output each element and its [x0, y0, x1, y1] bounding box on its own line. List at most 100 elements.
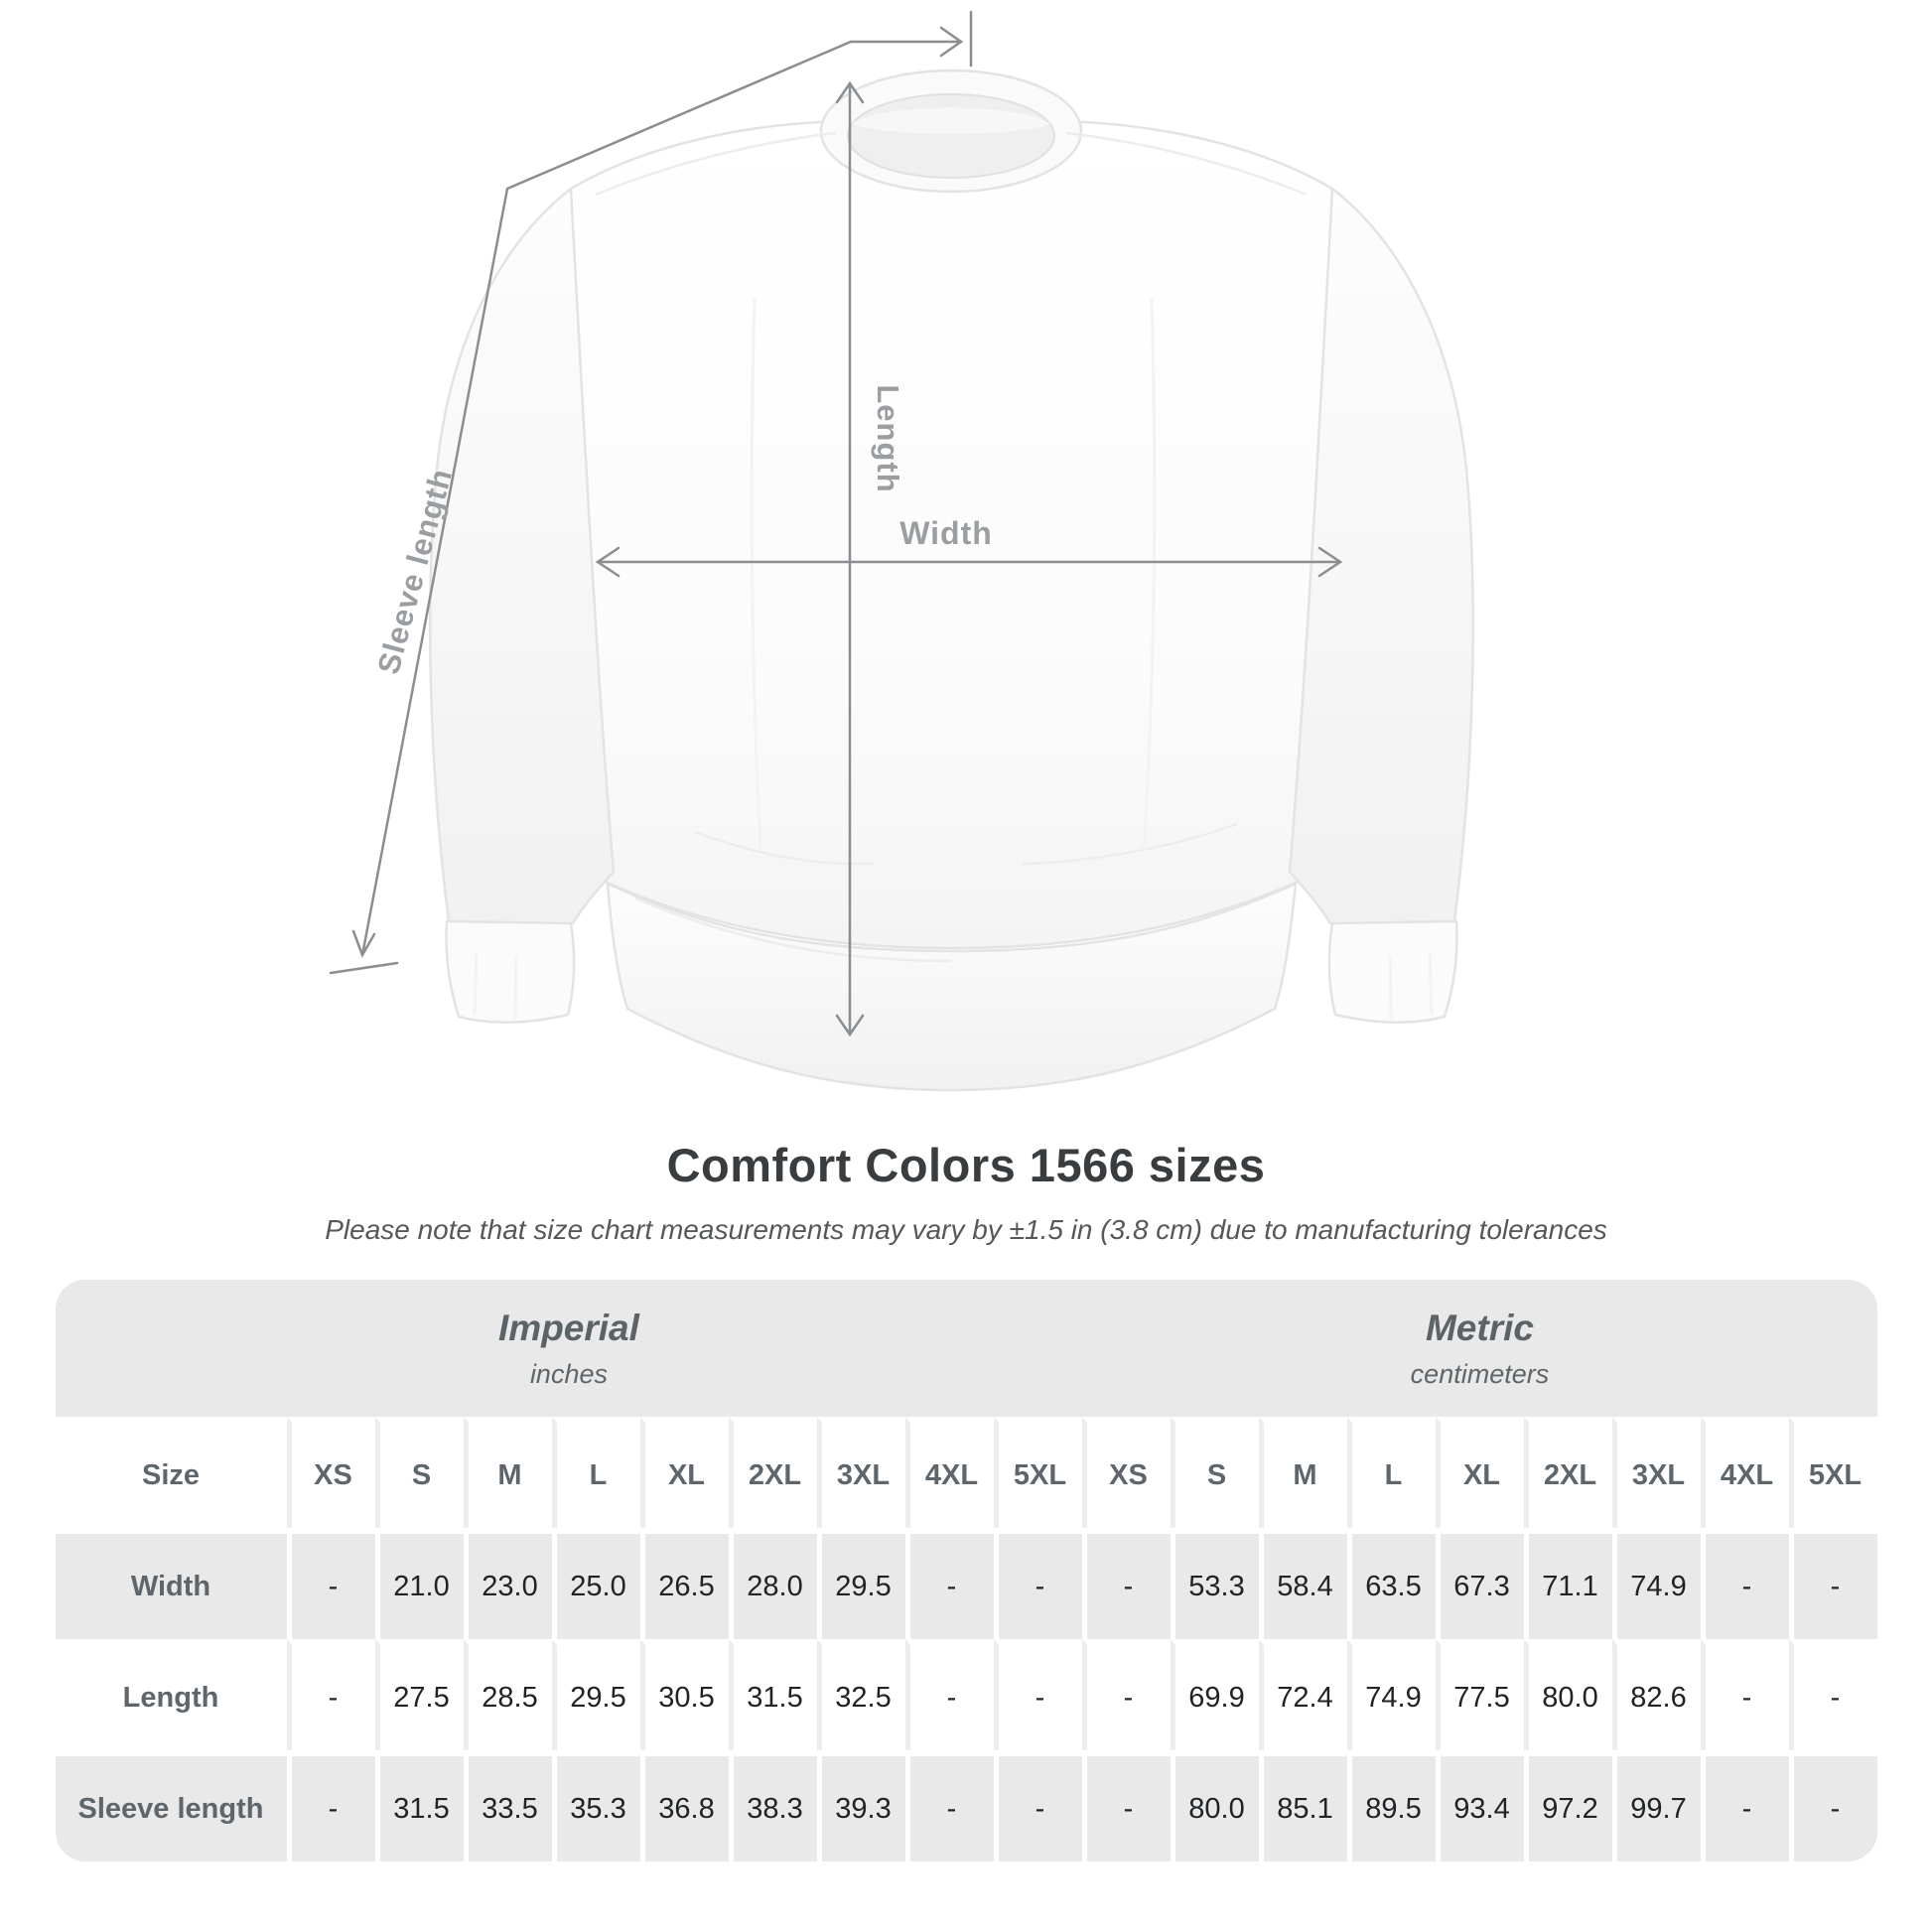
unit-header-metric: Metric centimeters [1082, 1308, 1876, 1390]
value-cell: - [1788, 1750, 1877, 1862]
value-cell: 39.3 [816, 1750, 905, 1862]
row-label: Sleeve length [55, 1750, 287, 1862]
value-cell: - [993, 1750, 1082, 1862]
size-header-cell: M [1258, 1417, 1347, 1528]
unit-header-imperial: Imperial inches [56, 1308, 1083, 1390]
value-cell: 31.5 [374, 1750, 464, 1862]
value-cell: 29.5 [551, 1639, 640, 1750]
value-cell: - [1081, 1528, 1171, 1639]
value-cell: 21.0 [374, 1528, 464, 1639]
value-cell: 53.3 [1170, 1528, 1259, 1639]
value-cell: - [1081, 1639, 1171, 1750]
value-cell: 27.5 [374, 1639, 464, 1750]
value-cell: 77.5 [1435, 1639, 1524, 1750]
size-header-cell: M [463, 1417, 552, 1528]
value-cell: - [286, 1750, 375, 1862]
value-cell: 74.9 [1611, 1528, 1701, 1639]
size-header-cell: 2XL [1523, 1417, 1612, 1528]
unit-header-band: Imperial inches Metric centimeters [55, 1280, 1877, 1417]
value-cell: 26.5 [639, 1528, 729, 1639]
size-header-cell: 4XL [1700, 1417, 1789, 1528]
value-cell: 93.4 [1435, 1750, 1524, 1862]
product-measurement-diagram: Length Width Sleeve length [329, 10, 1474, 1092]
metric-unit-label: centimeters [1410, 1358, 1550, 1389]
value-cell: 82.6 [1611, 1639, 1701, 1750]
value-cell: 89.5 [1346, 1750, 1436, 1862]
size-header-cell: L [1346, 1417, 1436, 1528]
right-cuff [1327, 919, 1458, 1025]
table-row-width: Width - 21.0 23.0 25.0 26.5 28.0 29.5 - … [55, 1528, 1877, 1639]
page-title: Comfort Colors 1566 sizes [666, 1139, 1266, 1191]
metric-label: Metric [1425, 1307, 1534, 1348]
value-cell: - [993, 1528, 1082, 1639]
value-cell: 36.8 [639, 1750, 729, 1862]
value-cell: 32.5 [816, 1639, 905, 1750]
title-block: Comfort Colors 1566 sizes Please note th… [0, 1138, 1932, 1246]
value-cell: 97.2 [1523, 1750, 1612, 1862]
value-cell: - [1700, 1639, 1789, 1750]
value-cell: - [286, 1528, 375, 1639]
value-cell: - [904, 1750, 994, 1862]
width-dimension-line [595, 546, 1343, 578]
value-cell: 30.5 [639, 1639, 729, 1750]
collar-opening [847, 93, 1055, 179]
value-cell: 99.7 [1611, 1750, 1701, 1862]
value-cell: 58.4 [1258, 1528, 1347, 1639]
size-header-cell: 5XL [1788, 1417, 1877, 1528]
value-cell: 31.5 [728, 1639, 817, 1750]
width-label: Width [899, 515, 993, 551]
size-col-header: Size [55, 1417, 287, 1528]
value-cell: 23.0 [463, 1528, 552, 1639]
size-header-cell: 2XL [728, 1417, 817, 1528]
value-cell: 80.0 [1170, 1750, 1259, 1862]
value-cell: 74.9 [1346, 1639, 1436, 1750]
sweatshirt-illustration: Length Width Sleeve length [329, 10, 1474, 1092]
value-cell: 72.4 [1258, 1639, 1347, 1750]
size-header-cell: 3XL [816, 1417, 905, 1528]
value-cell: - [993, 1639, 1082, 1750]
value-cell: - [1700, 1750, 1789, 1862]
value-cell: 85.1 [1258, 1750, 1347, 1862]
value-cell: 67.3 [1435, 1528, 1524, 1639]
value-cell: 28.5 [463, 1639, 552, 1750]
value-cell: 25.0 [551, 1528, 640, 1639]
value-cell: - [1081, 1750, 1171, 1862]
length-dimension-line [835, 80, 865, 1037]
size-table: Size XS S M L XL 2XL 3XL 4XL 5XL XS S M … [55, 1417, 1877, 1862]
table-row-sleeve-length: Sleeve length - 31.5 33.5 35.3 36.8 38.3… [55, 1750, 1877, 1862]
page-subtitle: Please note that size chart measurements… [325, 1214, 1607, 1245]
value-cell: 71.1 [1523, 1528, 1612, 1639]
value-cell: 69.9 [1170, 1639, 1259, 1750]
value-cell: - [904, 1528, 994, 1639]
size-header-cell: L [551, 1417, 640, 1528]
value-cell: 35.3 [551, 1750, 640, 1862]
size-header-cell: S [1170, 1417, 1259, 1528]
size-header-cell: XL [639, 1417, 729, 1528]
size-header-cell: S [374, 1417, 464, 1528]
value-cell: 80.0 [1523, 1639, 1612, 1750]
value-cell: - [286, 1639, 375, 1750]
dimension-lines [329, 10, 1343, 1037]
size-header-cell: XS [286, 1417, 375, 1528]
value-cell: 38.3 [728, 1750, 817, 1862]
imperial-unit-label: inches [529, 1358, 608, 1389]
value-cell: 28.0 [728, 1528, 817, 1639]
size-header-cell: 5XL [993, 1417, 1082, 1528]
size-header-cell: 4XL [904, 1417, 994, 1528]
collar-back-rib [852, 107, 1050, 134]
size-chart: Imperial inches Metric centimeters Size … [55, 1280, 1877, 1862]
value-cell: - [1788, 1639, 1877, 1750]
left-cuff [445, 919, 576, 1025]
size-header-cell: XL [1435, 1417, 1524, 1528]
length-label: Length [871, 384, 905, 492]
row-label: Width [55, 1528, 287, 1639]
row-label: Length [55, 1639, 287, 1750]
size-header-cell: 3XL [1611, 1417, 1701, 1528]
value-cell: 33.5 [463, 1750, 552, 1862]
table-row-length: Length - 27.5 28.5 29.5 30.5 31.5 32.5 -… [55, 1639, 1877, 1750]
value-cell: - [1788, 1528, 1877, 1639]
fold-lines [473, 297, 1434, 1020]
value-cell: 63.5 [1346, 1528, 1436, 1639]
value-cell: - [904, 1639, 994, 1750]
size-header-row: Size XS S M L XL 2XL 3XL 4XL 5XL XS S M … [55, 1417, 1877, 1528]
